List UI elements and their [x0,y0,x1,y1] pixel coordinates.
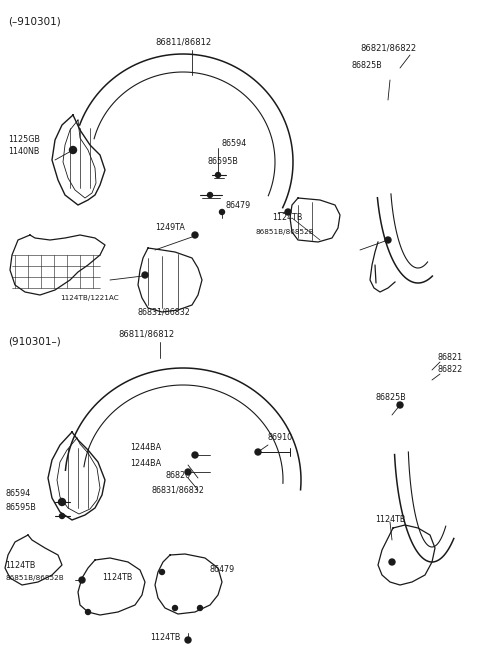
Circle shape [185,469,191,475]
Text: 86811/86812: 86811/86812 [155,37,211,47]
Text: 86595B: 86595B [5,504,36,512]
Text: 86594: 86594 [222,138,247,147]
Text: 1140NB: 1140NB [8,147,39,157]
Circle shape [207,193,213,198]
Text: 86831/86832: 86831/86832 [152,485,205,495]
Text: 1124TB: 1124TB [5,561,36,569]
Text: 1249TA: 1249TA [155,223,185,233]
Text: 86831/86832: 86831/86832 [138,307,191,316]
Text: 86851B/86852B: 86851B/86852B [5,575,64,581]
Text: 1244BA: 1244BA [130,443,161,453]
Text: 86825B: 86825B [352,60,383,69]
Text: 86821: 86821 [438,354,463,362]
Text: 1244BA: 1244BA [130,458,161,468]
Circle shape [197,605,203,610]
Text: 86594: 86594 [5,489,30,498]
Text: 1124TB: 1124TB [272,214,302,223]
Text: 1124TB: 1124TB [150,633,180,643]
Circle shape [192,232,198,238]
Text: (–910301): (–910301) [8,17,61,27]
Circle shape [385,237,391,243]
Circle shape [142,272,148,278]
Circle shape [285,209,291,215]
Circle shape [185,637,191,643]
Text: (910301–): (910301–) [8,337,61,347]
Text: 1124TB: 1124TB [375,515,406,525]
Text: 86595B: 86595B [208,157,239,166]
Circle shape [397,402,403,408]
Circle shape [389,559,395,565]
Text: 86851B/86852B: 86851B/86852B [255,229,314,235]
Text: 86820: 86820 [165,470,190,479]
Circle shape [60,514,64,519]
Circle shape [219,210,225,214]
Text: 1125GB: 1125GB [8,136,40,145]
Text: 86825B: 86825B [375,394,406,403]
Circle shape [159,569,165,574]
Text: 86821/86822: 86821/86822 [360,43,416,52]
Circle shape [79,577,85,583]
Text: 1124TB: 1124TB [102,574,132,582]
Circle shape [70,147,76,153]
Text: 86811/86812: 86811/86812 [118,329,174,339]
Text: 1124TB/1221AC: 1124TB/1221AC [60,295,119,301]
Circle shape [85,610,91,614]
Text: 86910: 86910 [268,434,293,443]
Circle shape [192,452,198,458]
Circle shape [59,498,65,506]
Text: 86479: 86479 [225,202,250,210]
Circle shape [255,449,261,455]
Circle shape [172,605,178,610]
Circle shape [216,172,220,178]
Text: 86479: 86479 [210,565,235,574]
Text: 86822: 86822 [438,365,463,375]
